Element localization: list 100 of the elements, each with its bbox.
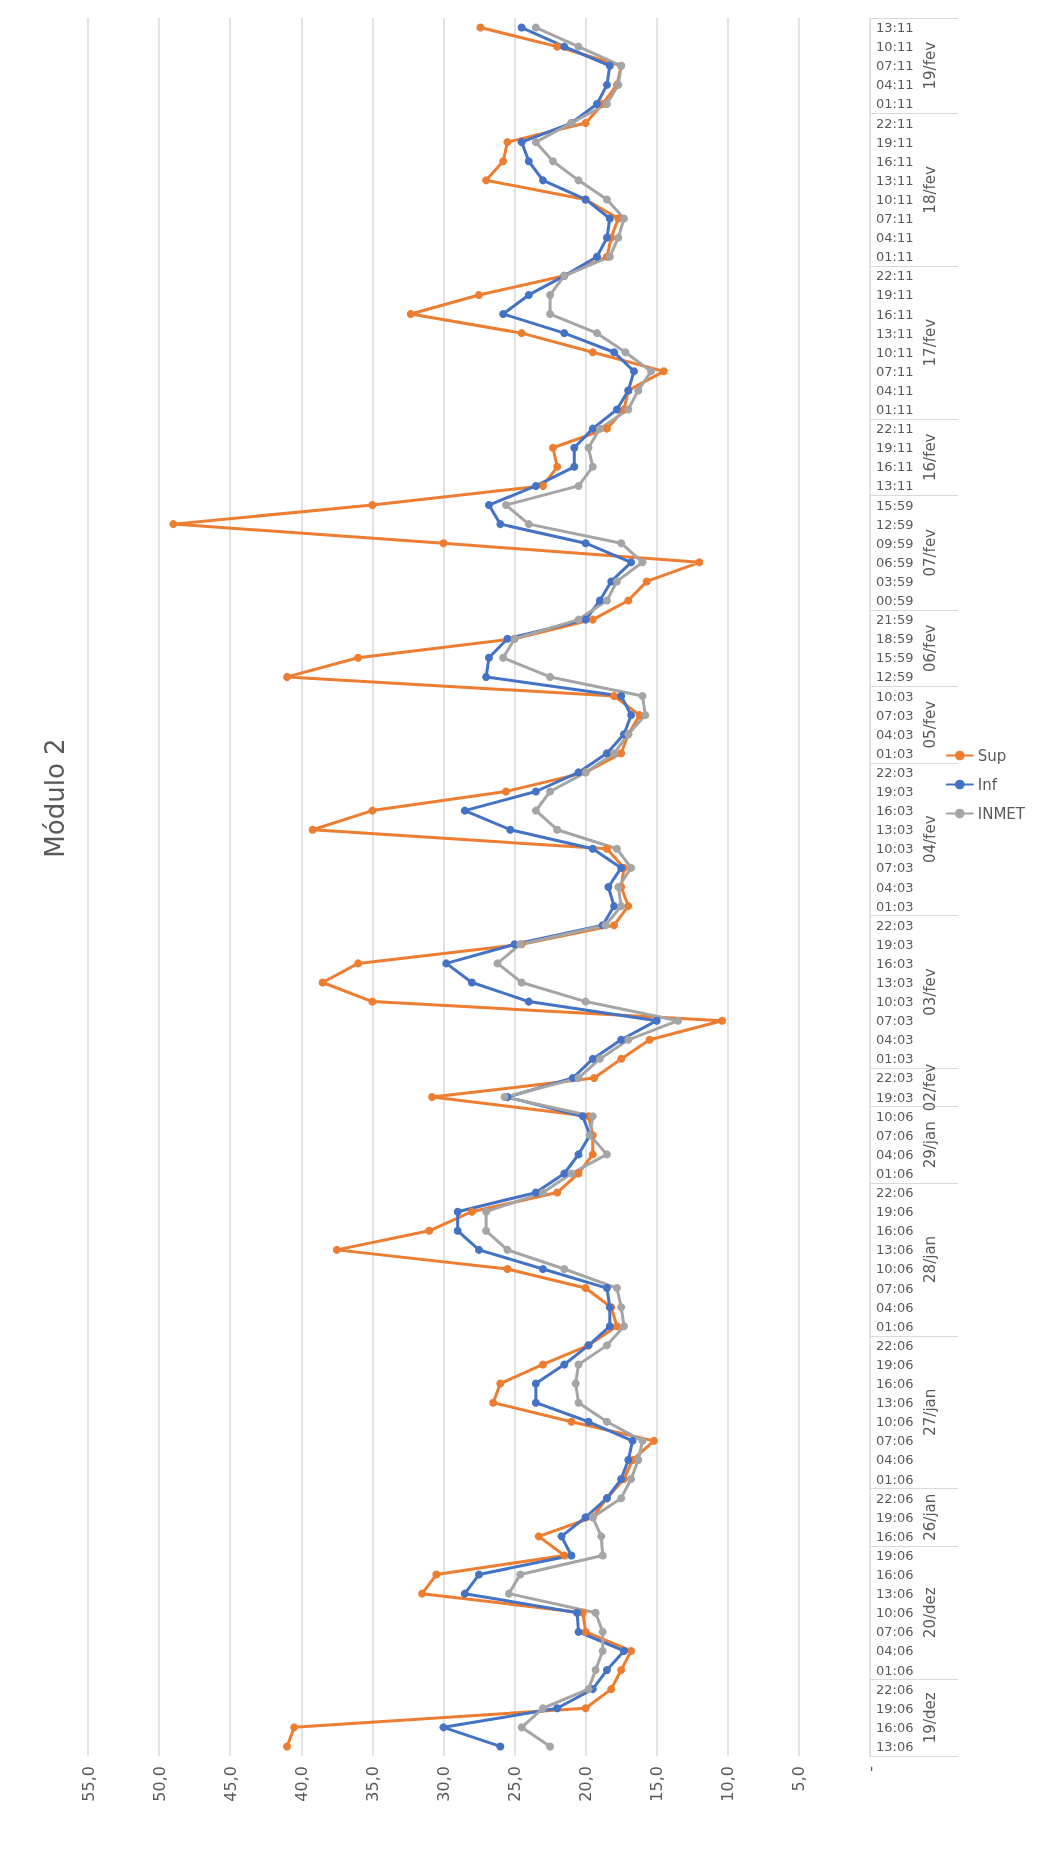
y-tick-label: 07:11 (876, 58, 914, 74)
y-tick-label: 01:11 (876, 96, 914, 112)
text: 17/fev (920, 318, 939, 367)
y-tick-label: 16:06 (876, 1719, 914, 1735)
y-tick-label: 01:06 (876, 1318, 914, 1334)
y-tick-label: 16:06 (876, 1223, 914, 1239)
y-tick-label: 19:06 (876, 1547, 914, 1563)
y-tick-label: 15:59 (876, 497, 914, 513)
y-tick-label: 22:11 (876, 115, 914, 131)
y-tick-label: 19:06 (876, 1700, 914, 1716)
text: 19/dez (920, 1692, 939, 1744)
y-tick-label: 04:11 (876, 230, 914, 246)
text: 26/jan (920, 1493, 939, 1541)
y-tick-label: 22:11 (876, 268, 914, 284)
y-tick-label: 07:06 (876, 1280, 914, 1296)
y-tick-label: 07:06 (876, 1433, 914, 1449)
y-tick-label: 13:11 (876, 172, 914, 188)
text: 20/dez (920, 1587, 939, 1639)
y-tick-label: 01:03 (876, 1051, 914, 1067)
y-tick-label: 04:06 (876, 1643, 914, 1659)
y-tick-label: 10:03 (876, 994, 914, 1010)
y-tick-label: 01:11 (876, 402, 914, 418)
y-tick-label: 19:06 (876, 1356, 914, 1372)
y-tick-label: 16:06 (876, 1528, 914, 1544)
y-tick-label: 13:06 (876, 1242, 914, 1258)
y-tick-label: 10:11 (876, 344, 914, 360)
y-tick-label: 21:59 (876, 612, 914, 628)
y-tick-label: 01:06 (876, 1471, 914, 1487)
y-tick-label: 22:06 (876, 1337, 914, 1353)
y-tick-label: 13:11 (876, 20, 914, 36)
y-tick-label: 16:03 (876, 803, 914, 819)
legend-label: INMET (977, 804, 1026, 823)
text: 28/jan (920, 1235, 939, 1283)
x-tick-label: 30,0 (433, 1766, 453, 1802)
y-tick-label: 16:03 (876, 955, 914, 971)
y-tick-label: 07:03 (876, 1013, 914, 1029)
y-tick-label: 13:06 (876, 1586, 914, 1602)
x-tick-label: 10,0 (718, 1766, 738, 1802)
text: 18/fev (920, 166, 939, 214)
y-tick-label: 12:59 (876, 669, 914, 685)
y-tick-label: 10:06 (876, 1261, 914, 1277)
y-tick-label: 19:11 (876, 287, 914, 303)
y-tick-label: 13:11 (876, 478, 914, 494)
y-tick-label: 01:03 (876, 745, 914, 761)
y-tick-label: 16:11 (876, 459, 914, 475)
x-tick-label: 55,0 (78, 1766, 98, 1802)
y-tick-label: 19:11 (876, 440, 914, 456)
x-tick-label: 45,0 (220, 1766, 240, 1802)
y-tick-label: 13:06 (876, 1738, 914, 1754)
x-tick-label: - (860, 1766, 880, 1772)
x-tick-label: 35,0 (362, 1766, 382, 1802)
y-tick-label: 19:11 (876, 134, 914, 150)
y-tick-label: 19:06 (876, 1509, 914, 1525)
y-tick-label: 07:03 (876, 860, 914, 876)
y-tick-label: 19:03 (876, 784, 914, 800)
text: 29/jan (920, 1121, 939, 1169)
text: 27/jan (920, 1388, 939, 1436)
y-tick-label: 13:03 (876, 822, 914, 838)
y-tick-label: 10:06 (876, 1605, 914, 1621)
y-tick-label: 19:03 (876, 1089, 914, 1105)
y-tick-label: 13:11 (876, 325, 914, 341)
y-tick-label: 22:06 (876, 1490, 914, 1506)
y-tick-label: 04:06 (876, 1452, 914, 1468)
x-tick-label: 15,0 (647, 1766, 667, 1802)
text: 03/fev (920, 968, 939, 1016)
y-tick-label: 07:03 (876, 707, 914, 723)
y-tick-label: 10:06 (876, 1414, 914, 1430)
x-tick-label: 25,0 (505, 1766, 525, 1802)
y-tick-label: 13:03 (876, 974, 914, 990)
y-tick-label: 04:03 (876, 1032, 914, 1048)
text: 05/fev (920, 700, 939, 749)
y-tick-label: 04:03 (876, 726, 914, 742)
y-tick-label: 16:11 (876, 306, 914, 322)
y-tick-label: 06:59 (876, 554, 914, 570)
text: 19/fev (920, 41, 939, 90)
y-tick-label: 07:11 (876, 363, 914, 379)
legend-label: Sup (977, 746, 1007, 765)
y-tick-label: 10:11 (876, 191, 914, 207)
y-tick-label: 19:03 (876, 936, 914, 952)
y-tick-label: 10:03 (876, 688, 914, 704)
y-tick-label: 01:03 (876, 898, 914, 914)
y-tick-label: 10:03 (876, 841, 914, 857)
y-tick-label: 12:59 (876, 516, 914, 532)
x-tick-label: 40,0 (291, 1766, 311, 1802)
text: 04/fev (920, 815, 939, 864)
y-tick-label: 01:11 (876, 249, 914, 265)
y-tick-label: 22:03 (876, 764, 914, 780)
x-tick-label: 5,0 (789, 1766, 809, 1792)
text: 06/fev (920, 624, 939, 673)
y-tick-label: 01:06 (876, 1662, 914, 1678)
text: 16/fev (920, 433, 939, 482)
y-tick-label: 09:59 (876, 535, 914, 551)
x-tick-label: 50,0 (149, 1766, 169, 1802)
y-tick-label: 07:11 (876, 211, 914, 227)
y-tick-label: 04:06 (876, 1146, 914, 1162)
y-tick-label: 04:06 (876, 1299, 914, 1315)
y-tick-label: 19:06 (876, 1204, 914, 1220)
y-tick-label: 03:59 (876, 573, 914, 589)
y-tick-label: 15:59 (876, 650, 914, 666)
y-tick-label: 04:03 (876, 879, 914, 895)
